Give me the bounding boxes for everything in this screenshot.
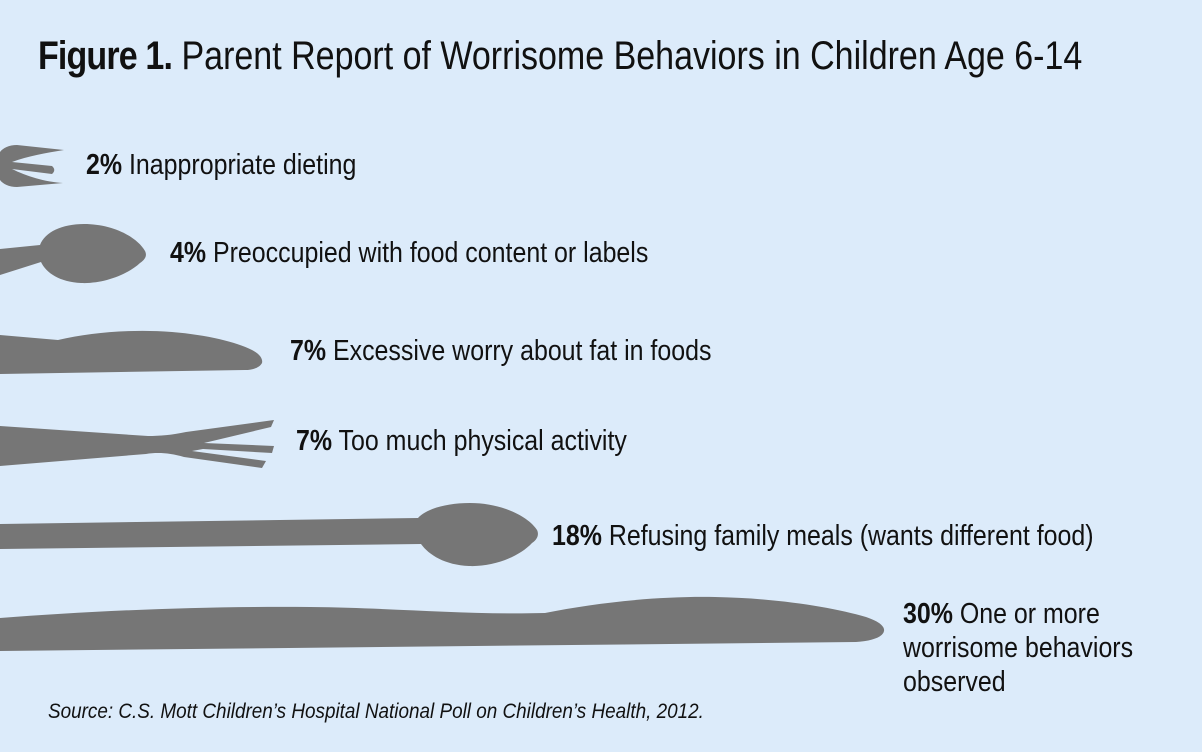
row-label: 7% Excessive worry about fat in foods — [290, 334, 780, 368]
row-text: Preoccupied with food content or labels — [212, 237, 649, 269]
knife-icon — [0, 330, 263, 374]
row-label: 2% Inappropriate dieting — [86, 148, 400, 182]
row-value: 18% — [552, 520, 602, 552]
row-label: 4% Preoccupied with food content or labe… — [170, 236, 726, 270]
figure-title-text: Parent Report of Worrisome Behaviors in … — [172, 34, 1083, 78]
source-text: Source: C.S. Mott Children’s Hospital Na… — [48, 700, 704, 723]
row-value: 7% — [290, 335, 327, 367]
row-value: 2% — [86, 149, 123, 181]
figure-number: Figure 1. — [38, 34, 173, 78]
fork-icon — [0, 420, 274, 468]
fork-icon — [0, 145, 64, 187]
row-value: 7% — [296, 425, 333, 457]
figure-title: Figure 1. Parent Report of Worrisome Beh… — [38, 34, 1202, 79]
row-value: 30% — [903, 598, 953, 630]
row-label: 30% One or more worrisome behaviors obse… — [903, 597, 1202, 699]
row-text: Too much physical activity — [338, 425, 627, 457]
row-text: Excessive worry about fat in foods — [332, 335, 712, 367]
row-text: Refusing family meals (wants different f… — [608, 520, 1094, 552]
row-label: 18% Refusing family meals (wants differe… — [552, 519, 1182, 553]
row-text: One or more worrisome behaviors observed — [903, 598, 1134, 698]
spoon-icon — [0, 224, 146, 284]
row-label: 7% Too much physical activity — [296, 424, 681, 458]
source-note: Source: C.S. Mott Children’s Hospital Na… — [48, 700, 777, 724]
row-value: 4% — [170, 237, 207, 269]
spoon-icon — [0, 503, 538, 567]
row-text: Inappropriate dieting — [128, 149, 357, 181]
knife-icon — [0, 596, 885, 651]
